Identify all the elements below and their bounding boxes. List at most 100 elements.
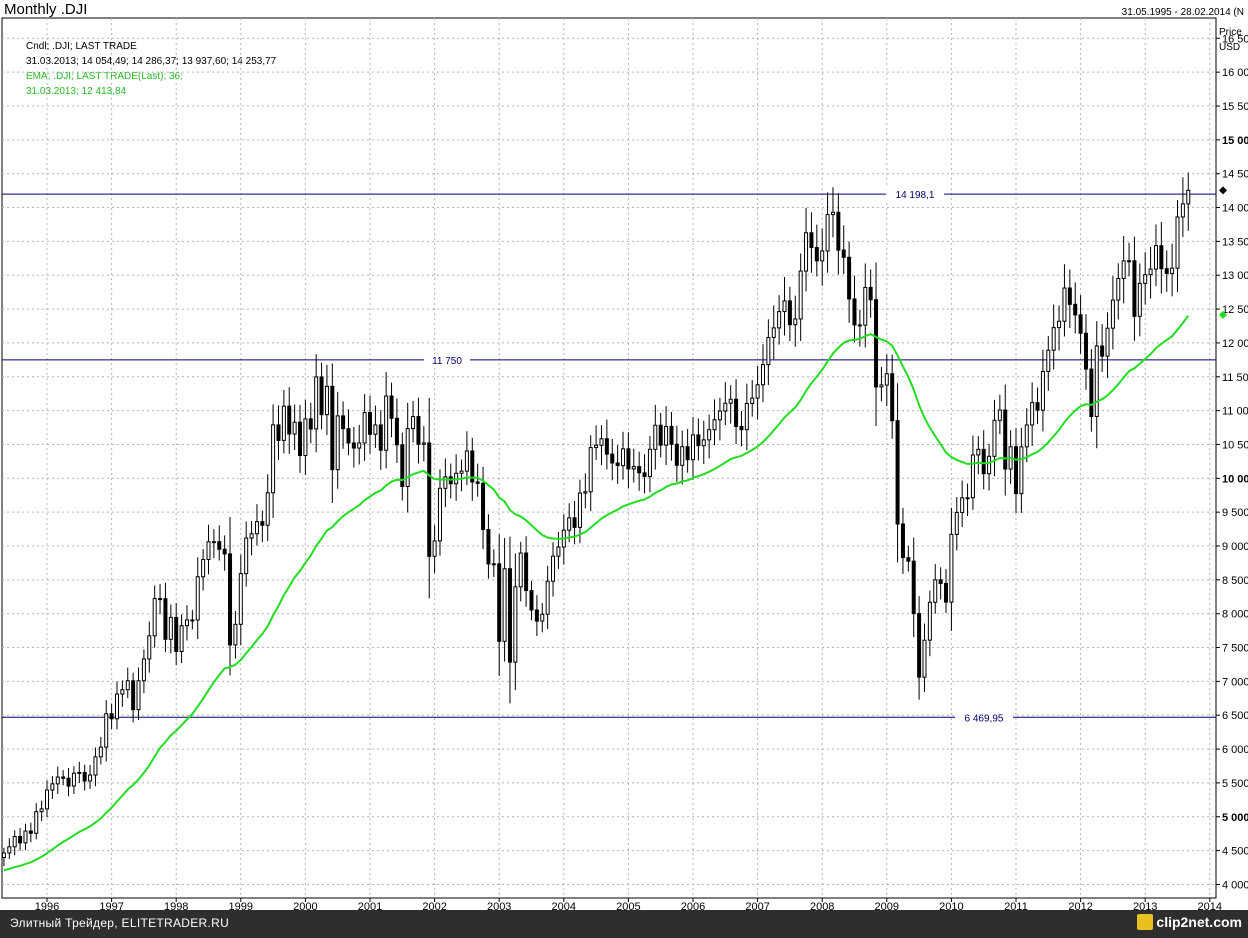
candle-body <box>685 446 690 461</box>
candle-body <box>895 420 900 525</box>
level-label: 6 469,95 <box>965 713 1004 724</box>
candle-body <box>836 211 841 251</box>
candle-body <box>437 487 442 542</box>
candle-body <box>900 523 905 559</box>
candle-body <box>626 448 631 470</box>
candle-body <box>1003 409 1008 470</box>
candle-body <box>852 298 857 326</box>
candle-body <box>944 582 949 603</box>
candle-body <box>77 771 82 774</box>
candle-body <box>599 438 604 446</box>
x-tick-label: 2002 <box>422 901 446 910</box>
candle-body <box>701 439 706 447</box>
candle-body <box>674 443 679 466</box>
candle-body <box>319 376 324 416</box>
candle-body <box>66 777 71 787</box>
candle-body <box>696 434 701 447</box>
horizontal-price-lines: 14 198,1 11 750 6 469,95 <box>2 188 1216 724</box>
candle-body <box>265 492 270 526</box>
x-tick-label: 2005 <box>616 901 640 910</box>
candle-body <box>1024 424 1029 448</box>
candle-body <box>1116 277 1121 301</box>
candle-body <box>814 247 819 262</box>
candle-body <box>427 442 432 557</box>
candle-body <box>45 789 49 810</box>
candle-body <box>744 402 749 431</box>
candle-body <box>481 482 486 531</box>
candle-body <box>927 601 932 641</box>
candle-body <box>1083 332 1088 370</box>
candle-body <box>707 429 712 441</box>
candle-body <box>604 438 609 455</box>
candle-body <box>1164 268 1169 274</box>
candle-body <box>125 680 130 691</box>
candle-body <box>228 553 233 646</box>
legend-candle-series: Cndl; .DJI; LAST TRADE <box>26 41 137 52</box>
candle-body <box>1105 327 1110 357</box>
x-tick-label: 1999 <box>229 901 253 910</box>
candle-body <box>470 450 475 483</box>
grid-lines <box>1 17 1217 899</box>
candle-body <box>572 517 577 528</box>
candle-body <box>98 746 103 758</box>
candle-body <box>1019 446 1024 495</box>
candle-body <box>1040 370 1045 411</box>
candle-body <box>798 270 803 320</box>
x-tick-label: 2000 <box>293 901 317 910</box>
candle-body <box>50 783 55 791</box>
candle-body <box>1186 189 1191 205</box>
x-tick-label: 2006 <box>681 901 705 910</box>
candle-body <box>631 466 636 470</box>
candle-body <box>653 424 658 450</box>
candle-body <box>324 385 329 416</box>
candle-body <box>341 415 346 430</box>
x-tick-label: 1997 <box>99 901 123 910</box>
last-price-marker <box>1219 186 1227 195</box>
candle-body <box>141 658 146 682</box>
axes: 4 000 4 500 5 000 5 500 6 000 6 500 7 000 7 500… <box>35 27 1248 910</box>
candle-body <box>1014 446 1018 495</box>
candle-body <box>303 418 308 456</box>
candle-body <box>147 635 152 660</box>
candle-body <box>1121 260 1126 279</box>
candle-body <box>238 573 243 625</box>
candle-body <box>1030 402 1035 426</box>
candle-body <box>71 772 76 787</box>
candle-body <box>992 419 997 457</box>
date-range: 31.05.1995 - 28.02.2014 (N <box>1121 7 1244 18</box>
candle-body <box>184 619 189 627</box>
candle-body <box>1127 260 1132 263</box>
candle-body <box>287 405 292 435</box>
candle-body <box>211 541 216 544</box>
brand-logo[interactable]: clip2net.com <box>1137 914 1242 930</box>
candle-body <box>459 470 464 474</box>
candle-body <box>260 521 265 526</box>
candle-body <box>308 418 313 430</box>
candle-body <box>841 249 846 258</box>
candle-body <box>502 568 507 642</box>
y-tick-label: 5 000 <box>1222 812 1248 824</box>
candle-body <box>884 373 889 386</box>
y-tick-label: 15 500 <box>1222 101 1248 113</box>
candle-body <box>518 552 523 588</box>
candle-body <box>728 398 733 404</box>
candle-body <box>158 598 163 601</box>
y-tick-label: 14 000 <box>1222 203 1248 215</box>
candle-body <box>976 448 981 456</box>
candle-body <box>1137 282 1142 317</box>
candle-body <box>664 425 669 446</box>
x-tick-label: 2014 <box>1198 901 1222 910</box>
candle-body <box>723 402 728 412</box>
candle-body <box>551 555 556 582</box>
candle-body <box>82 771 87 782</box>
candle-body <box>890 373 895 422</box>
candle-body <box>524 552 529 592</box>
candle-body <box>152 598 157 637</box>
candle-body <box>1073 303 1078 316</box>
candle-body <box>179 625 184 652</box>
candle-body <box>190 619 195 622</box>
candle-body <box>879 384 884 388</box>
footer-bar: Элитный Трейдер, ELITETRADER.RU clip2net… <box>0 910 1248 938</box>
x-tick-label: 2007 <box>745 901 769 910</box>
candle-body <box>965 497 970 500</box>
